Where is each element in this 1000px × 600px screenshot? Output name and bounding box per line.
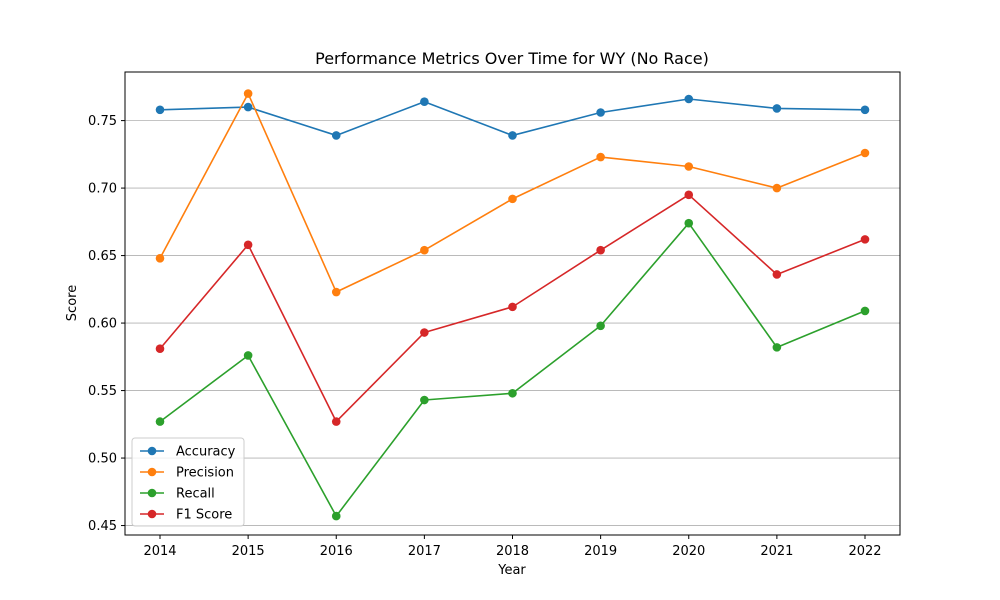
legend-item: F1 Score [140, 508, 232, 523]
data-point [331, 131, 341, 140]
series-line [159, 98, 866, 137]
y-tick-label: 0.55 [88, 384, 117, 399]
data-point [243, 351, 253, 360]
legend-label: Precision [176, 466, 234, 481]
data-point [772, 343, 782, 352]
data-point [420, 245, 429, 255]
series-line [159, 92, 866, 293]
data-point [420, 328, 429, 337]
data-point [243, 240, 253, 250]
data-point [860, 235, 870, 244]
data-point [331, 287, 341, 297]
legend-label: Recall [176, 487, 215, 502]
data-point [860, 306, 870, 316]
data-point [860, 148, 870, 158]
data-point [420, 395, 429, 405]
y-tick-label: 0.45 [88, 519, 117, 534]
data-point [155, 344, 165, 354]
y-axis-ticks: 0.45 0.50 0.55 0.60 0.65 0.70 0.75 [88, 114, 125, 534]
data-point [596, 108, 605, 117]
y-axis-label: Score [65, 285, 80, 321]
chart-title: Performance Metrics Over Time for WY (No… [315, 49, 709, 68]
legend-swatch-marker [147, 446, 157, 456]
legend-box [131, 437, 245, 527]
data-point [243, 102, 253, 112]
data-point [772, 270, 782, 279]
data-point [772, 183, 782, 193]
data-point [155, 417, 165, 426]
data-point [596, 321, 605, 331]
x-tick-label: 2018 [496, 544, 529, 559]
series-f1-score [155, 190, 870, 426]
series-line [159, 222, 866, 517]
data-point [684, 218, 694, 228]
y-tick-label: 0.70 [88, 182, 117, 197]
x-tick-label: 2014 [143, 544, 176, 559]
data-point [684, 94, 694, 104]
data-point [331, 417, 341, 426]
legend-item: Accuracy [140, 445, 236, 460]
x-tick-label: 2015 [232, 544, 265, 559]
data-point [508, 194, 517, 204]
data-point [508, 131, 517, 140]
x-axis-ticks: 2014 2015 2016 2017 2018 2019 2020 2021 2022 [143, 535, 882, 559]
x-tick-label: 2017 [408, 544, 441, 559]
data-point [508, 388, 517, 398]
legend-swatch-marker [147, 488, 157, 498]
legend-swatch-marker [147, 509, 157, 519]
x-tick-label: 2020 [672, 544, 705, 559]
legend-item: Recall [140, 487, 215, 502]
data-point [684, 190, 694, 200]
data-point [596, 245, 605, 255]
legend-swatch-marker [147, 467, 157, 477]
data-point [155, 105, 165, 115]
y-tick-label: 0.65 [88, 249, 117, 264]
data-point [420, 97, 429, 106]
y-tick-label: 0.75 [88, 114, 117, 129]
x-axis-label: Year [497, 563, 526, 578]
legend-item: Precision [140, 466, 234, 481]
data-point [331, 511, 341, 521]
legend-label: Accuracy [176, 445, 236, 460]
series-accuracy [155, 94, 870, 140]
series-lines [155, 89, 870, 521]
data-point [596, 152, 605, 162]
legend: Accuracy Precision Recall F1 Score [131, 437, 245, 527]
data-point [860, 105, 870, 115]
series-recall [155, 218, 870, 521]
x-tick-label: 2021 [760, 544, 793, 559]
x-tick-label: 2016 [320, 544, 353, 559]
series-precision [155, 89, 870, 297]
data-point [772, 104, 782, 113]
data-point [155, 253, 165, 263]
data-point [508, 302, 517, 312]
data-point [243, 89, 253, 98]
x-tick-label: 2022 [848, 544, 881, 559]
data-point [684, 162, 694, 171]
y-tick-label: 0.50 [88, 452, 117, 467]
y-tick-label: 0.60 [88, 317, 117, 332]
legend-label: F1 Score [176, 508, 232, 523]
x-tick-label: 2019 [584, 544, 617, 559]
